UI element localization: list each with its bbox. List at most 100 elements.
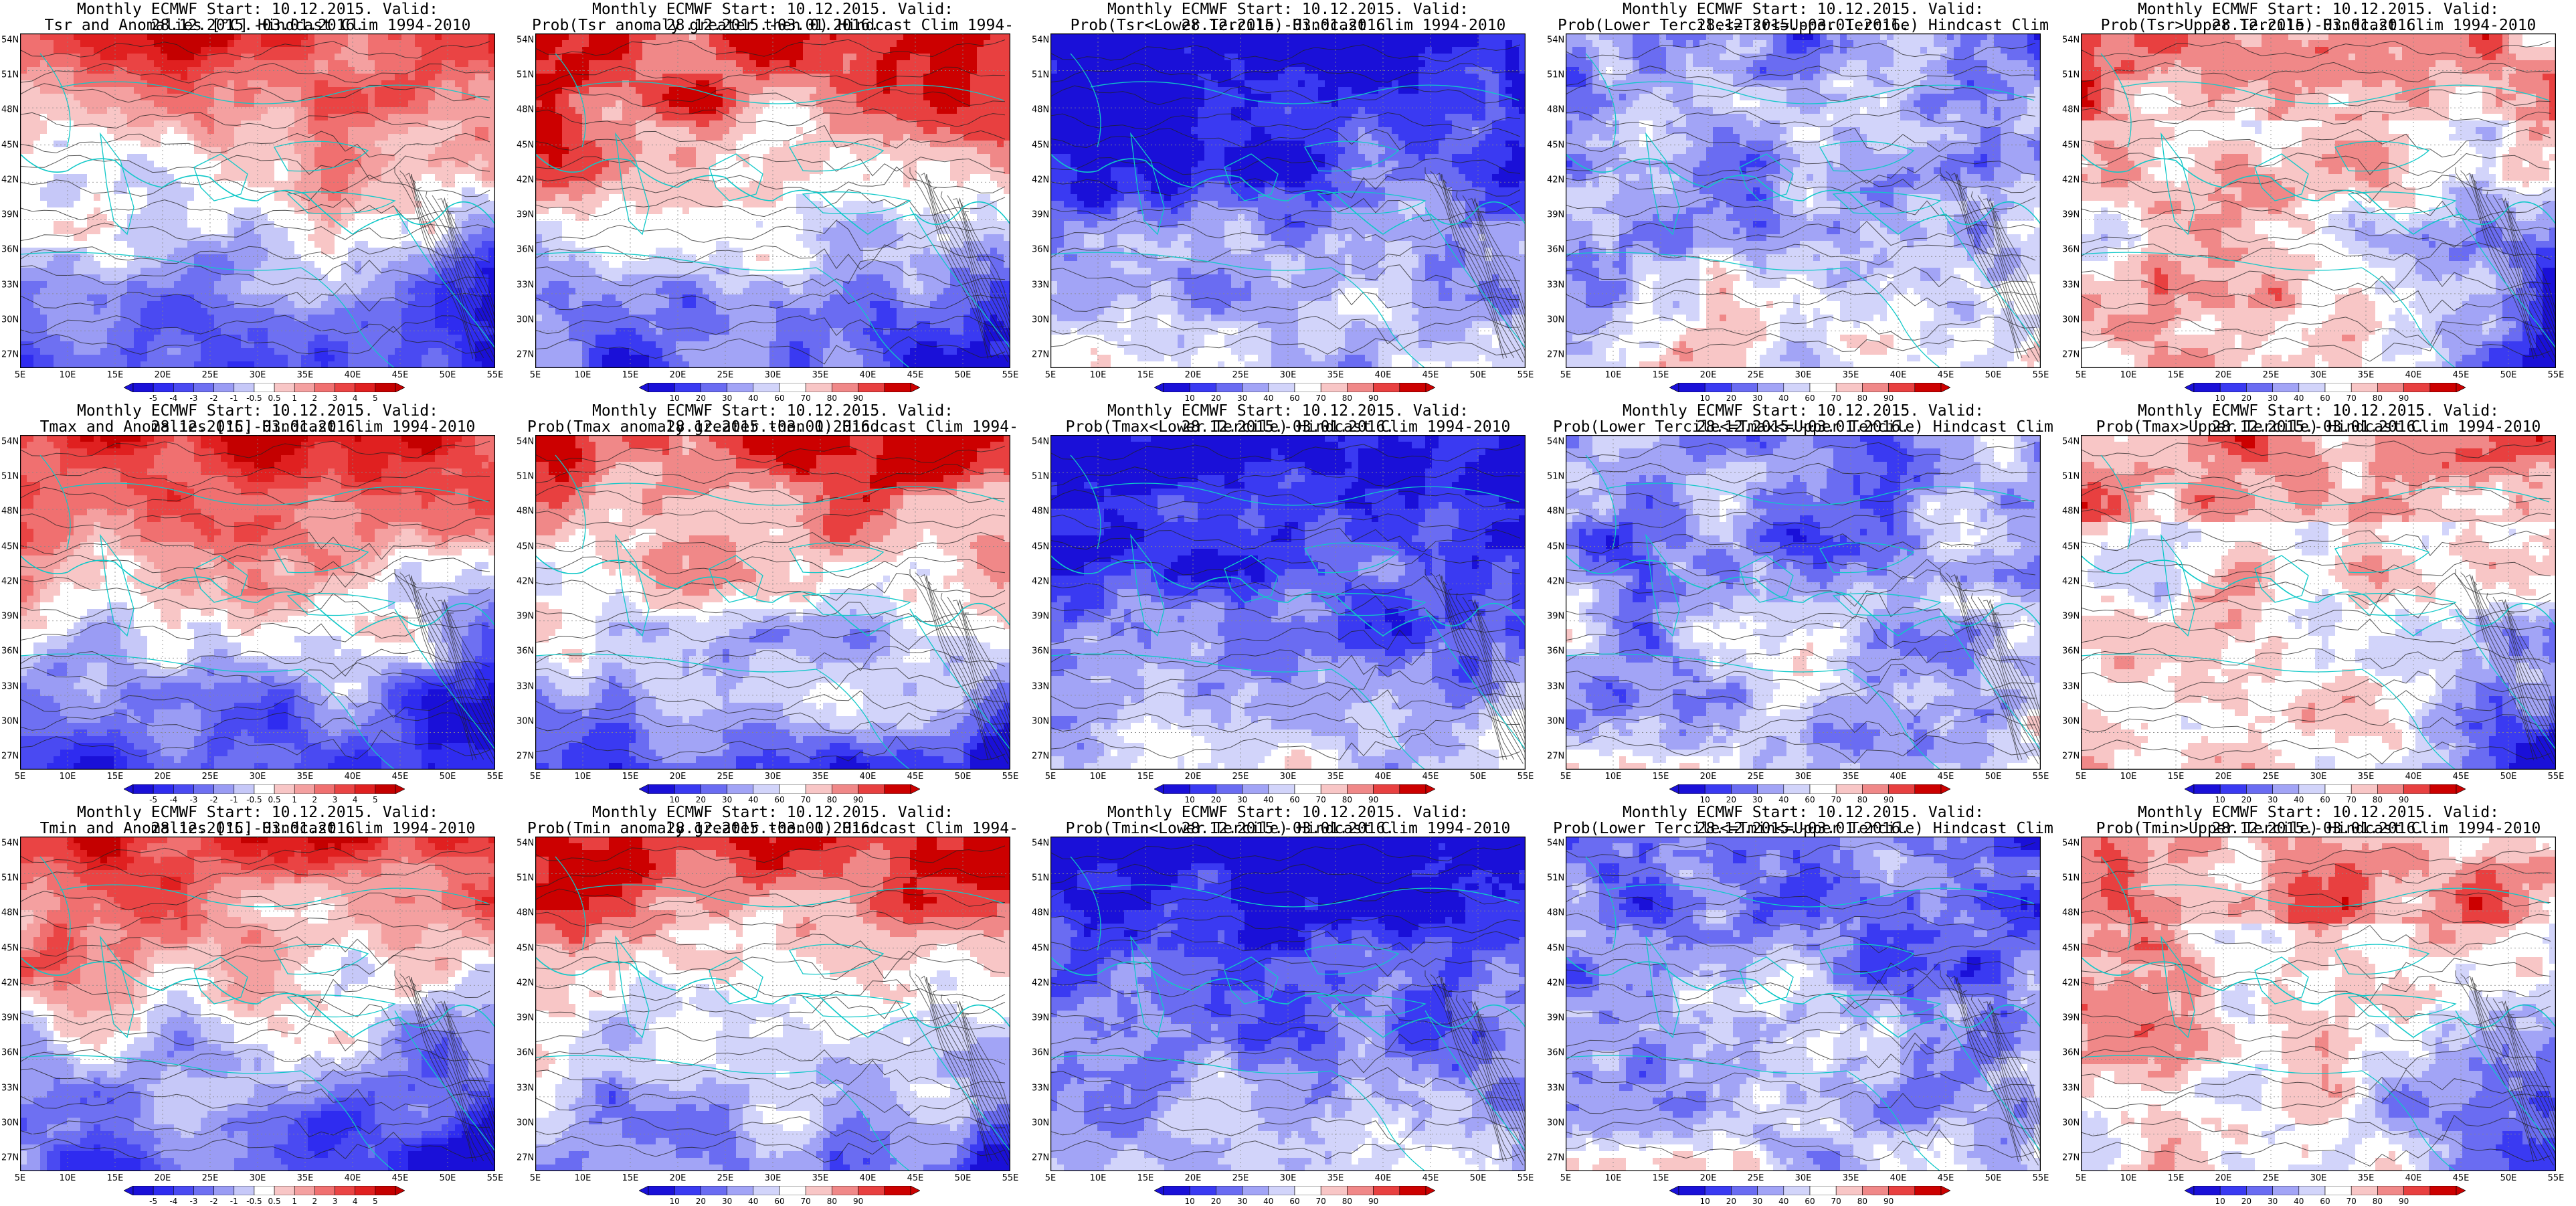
longitude-label: 50E (1985, 370, 2002, 380)
longitude-label: 30E (1280, 772, 1297, 782)
longitude-label: 55E (1517, 1173, 1534, 1183)
longitude-label: 10E (1090, 370, 1107, 380)
latitude-label: 36N (517, 245, 534, 255)
latitude-label: 39N (517, 612, 534, 622)
forecast-map (2081, 837, 2556, 1171)
longitude-label: 40E (1890, 370, 1907, 380)
latitude-label: 45N (1, 943, 19, 953)
latitude-label: 54N (1, 839, 19, 849)
forecast-map (2081, 435, 2556, 770)
longitude-label: 10E (2120, 370, 2137, 380)
longitude-label: 5E (1045, 1173, 1056, 1183)
latitude-label: 48N (1547, 105, 1564, 115)
longitude-label: 25E (717, 370, 734, 380)
latitude-label: 48N (517, 507, 534, 517)
latitude-label: 36N (1, 1048, 19, 1058)
latitude-label: 45N (517, 943, 534, 953)
forecast-map (1566, 33, 2041, 368)
longitude-label: 50E (955, 1173, 972, 1183)
longitude-label: 20E (2215, 772, 2232, 782)
latitude-label: 42N (1547, 175, 1564, 185)
longitude-label: 10E (1090, 772, 1107, 782)
longitude-label: 15E (107, 1173, 124, 1183)
longitude-label: 40E (1890, 1173, 1907, 1183)
longitude-label: 45E (392, 772, 409, 782)
longitude-label: 5E (1560, 772, 1572, 782)
longitude-label: 55E (1517, 772, 1534, 782)
latitude-label: 54N (517, 437, 534, 447)
latitude-label: 30N (1032, 716, 1049, 726)
latitude-label: 42N (1547, 978, 1564, 988)
longitude-label: 45E (2453, 1173, 2470, 1183)
longitude-label: 30E (765, 370, 781, 380)
forecast-map (1050, 33, 1526, 368)
latitude-label: 27N (1032, 1153, 1049, 1163)
map-panel: Monthly ECMWF Start: 10.12.2015. Valid: … (2061, 402, 2576, 803)
longitude-label: 40E (2405, 370, 2422, 380)
color-scale-bar (2185, 784, 2466, 794)
latitude-label: 36N (517, 1048, 534, 1058)
longitude-label: 10E (1605, 1173, 1622, 1183)
forecast-map (1566, 435, 2041, 770)
latitude-label: 39N (2062, 210, 2080, 220)
latitude-label: 27N (517, 752, 534, 762)
longitude-label: 55E (487, 772, 504, 782)
latitude-label: 45N (1, 541, 19, 551)
longitude-label: 55E (2548, 772, 2565, 782)
latitude-label: 33N (517, 681, 534, 691)
color-scale-bar (124, 784, 405, 794)
longitude-label: 30E (250, 772, 266, 782)
longitude-label: 15E (2168, 772, 2185, 782)
longitude-label: 25E (202, 1173, 219, 1183)
latitude-label: 27N (517, 350, 534, 360)
latitude-label: 51N (517, 70, 534, 80)
latitude-label: 33N (1032, 1083, 1049, 1093)
longitude-label: 30E (1280, 1173, 1297, 1183)
longitude-label: 25E (717, 1173, 734, 1183)
longitude-label: 55E (487, 1173, 504, 1183)
latitude-label: 45N (2062, 541, 2080, 551)
longitude-label: 40E (2405, 1173, 2422, 1183)
longitude-label: 45E (1422, 370, 1439, 380)
color-scale-bar (1154, 1186, 1435, 1195)
longitude-label: 40E (1890, 772, 1907, 782)
longitude-label: 50E (1985, 1173, 2002, 1183)
latitude-label: 45N (2062, 943, 2080, 953)
latitude-label: 54N (1, 437, 19, 447)
latitude-label: 54N (1032, 839, 1049, 849)
latitude-label: 39N (1032, 1013, 1049, 1023)
latitude-label: 27N (1, 1153, 19, 1163)
longitude-label: 20E (1185, 772, 1202, 782)
latitude-label: 51N (1, 70, 19, 80)
latitude-label: 30N (517, 1118, 534, 1128)
longitude-label: 45E (907, 772, 924, 782)
longitude-label: 40E (1375, 1173, 1392, 1183)
latitude-label: 30N (1032, 315, 1049, 325)
longitude-label: 5E (15, 1173, 26, 1183)
panel-title-line2: Prob(Tmin>Upper Tercile) Hindcast Clim 1… (2061, 821, 2576, 837)
longitude-label: 30E (1795, 1173, 1812, 1183)
longitude-label: 50E (440, 1173, 456, 1183)
latitude-label: 54N (1, 35, 19, 46)
longitude-label: 5E (15, 370, 26, 380)
longitude-label: 45E (2453, 772, 2470, 782)
longitude-label: 50E (2500, 772, 2517, 782)
longitude-label: 45E (1938, 370, 1954, 380)
latitude-label: 51N (2062, 873, 2080, 883)
latitude-label: 51N (1547, 70, 1564, 80)
latitude-label: 33N (1, 280, 19, 290)
color-scale-bar (639, 383, 920, 392)
latitude-label: 42N (2062, 175, 2080, 185)
longitude-label: 20E (155, 1173, 171, 1183)
latitude-label: 42N (2062, 576, 2080, 586)
latitude-label: 33N (2062, 681, 2080, 691)
longitude-label: 20E (670, 1173, 686, 1183)
latitude-label: 51N (2062, 70, 2080, 80)
longitude-label: 55E (1002, 370, 1019, 380)
longitude-label: 25E (1748, 370, 1764, 380)
latitude-label: 30N (2062, 1118, 2080, 1128)
longitude-label: 30E (765, 1173, 781, 1183)
latitude-label: 36N (2062, 647, 2080, 657)
longitude-label: 10E (575, 772, 591, 782)
longitude-label: 50E (440, 370, 456, 380)
